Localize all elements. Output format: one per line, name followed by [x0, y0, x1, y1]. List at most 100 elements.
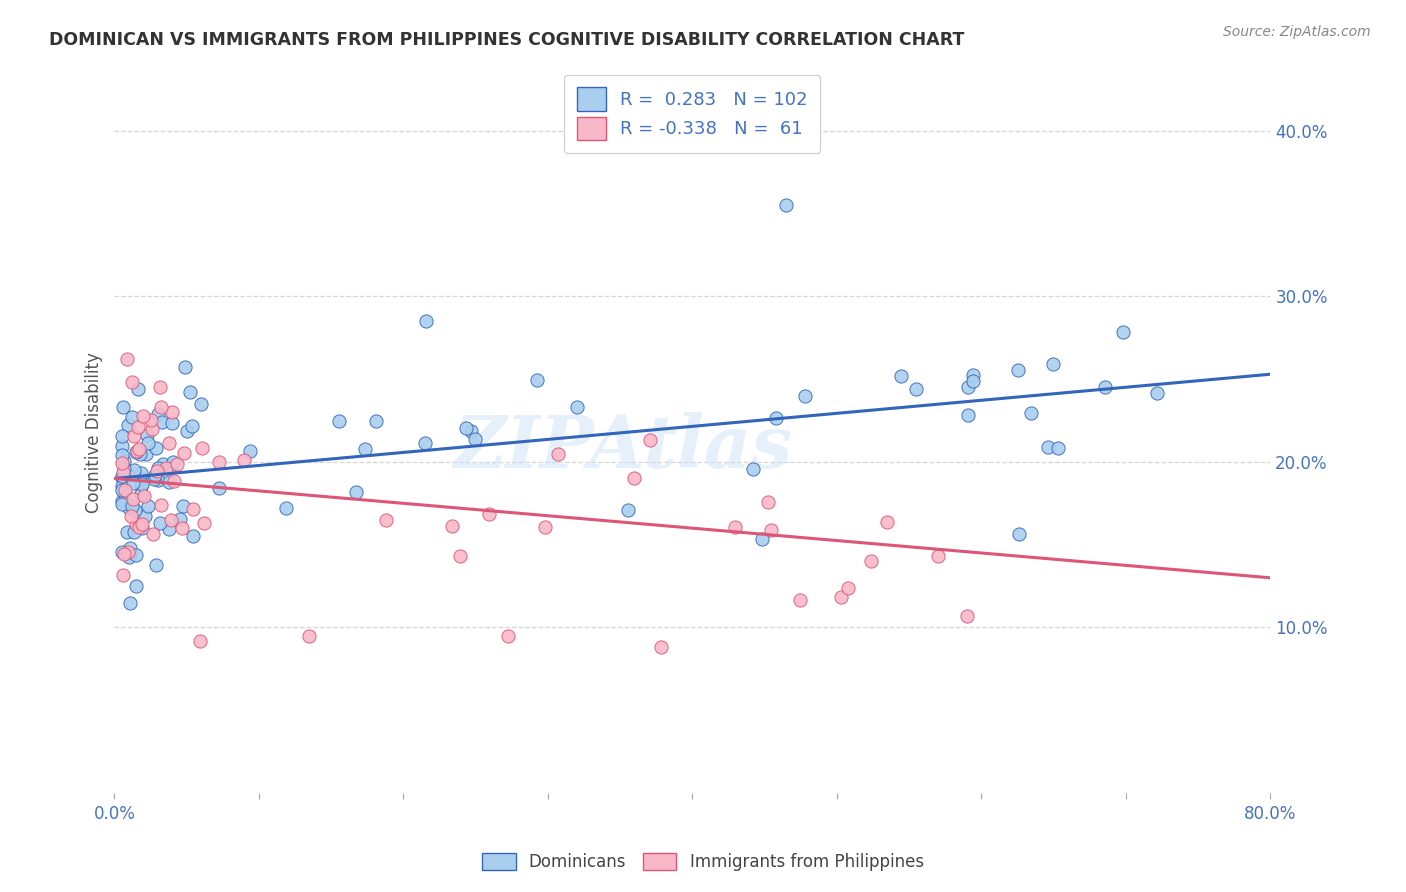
- Point: [191, 442, 214, 456]
- Point: [150, 415, 173, 429]
- Point: [1112, 326, 1135, 340]
- Point: [149, 400, 172, 414]
- Point: [173, 446, 195, 460]
- Point: [534, 520, 557, 534]
- Point: [143, 468, 166, 483]
- Point: [139, 413, 162, 427]
- Point: [125, 516, 148, 531]
- Point: [157, 522, 180, 536]
- Point: [172, 499, 194, 513]
- Point: [775, 198, 797, 212]
- Point: [159, 513, 181, 527]
- Point: [169, 512, 191, 526]
- Point: [1021, 406, 1043, 420]
- Point: [477, 507, 499, 521]
- Point: [111, 465, 134, 479]
- Point: [128, 442, 150, 456]
- Point: [756, 495, 779, 509]
- Point: [183, 502, 205, 516]
- Point: [1094, 380, 1116, 394]
- Point: [1036, 440, 1059, 454]
- Point: [751, 532, 773, 546]
- Point: [149, 516, 172, 530]
- Point: [1042, 357, 1064, 371]
- Point: [415, 314, 437, 328]
- Point: [1146, 386, 1168, 401]
- Point: [157, 435, 180, 450]
- Point: [112, 547, 135, 561]
- Point: [120, 509, 142, 524]
- Point: [131, 472, 153, 486]
- Point: [132, 489, 155, 503]
- Point: [765, 411, 787, 425]
- Point: [111, 448, 134, 462]
- Point: [650, 640, 672, 655]
- Y-axis label: Cognitive Disability: Cognitive Disability: [86, 352, 103, 514]
- Point: [112, 462, 135, 476]
- Point: [274, 501, 297, 516]
- Point: [1007, 362, 1029, 376]
- Point: [136, 436, 159, 450]
- Point: [124, 463, 146, 477]
- Point: [111, 471, 134, 485]
- Point: [638, 433, 661, 447]
- Point: [741, 462, 763, 476]
- Point: [127, 420, 149, 434]
- Point: [565, 400, 588, 414]
- Point: [111, 479, 134, 493]
- Point: [208, 455, 231, 469]
- Point: [617, 503, 640, 517]
- Point: [464, 432, 486, 446]
- Point: [148, 461, 170, 475]
- Point: [122, 428, 145, 442]
- Point: [166, 458, 188, 472]
- Point: [160, 458, 183, 473]
- Point: [148, 408, 170, 422]
- Point: [328, 414, 350, 428]
- Point: [298, 629, 321, 643]
- Point: [789, 593, 811, 607]
- Point: [118, 501, 141, 516]
- Point: [956, 408, 979, 422]
- Point: [366, 414, 388, 428]
- Point: [125, 444, 148, 458]
- Point: [162, 405, 184, 419]
- Point: [413, 436, 436, 450]
- Point: [112, 568, 135, 582]
- Point: [117, 418, 139, 433]
- Point: [125, 444, 148, 458]
- Point: [118, 468, 141, 483]
- Point: [547, 447, 569, 461]
- Point: [957, 380, 980, 394]
- Point: [121, 499, 143, 513]
- Point: [149, 379, 172, 393]
- Point: [142, 526, 165, 541]
- Point: [118, 549, 141, 564]
- Point: [724, 520, 747, 534]
- Point: [117, 545, 139, 559]
- Point: [190, 397, 212, 411]
- Point: [193, 516, 215, 530]
- Point: [163, 474, 186, 488]
- Point: [148, 473, 170, 487]
- Point: [111, 439, 134, 453]
- Point: [135, 447, 157, 461]
- Point: [115, 352, 138, 367]
- Point: [146, 464, 169, 478]
- Point: [121, 475, 143, 490]
- Point: [623, 471, 645, 485]
- Point: [124, 502, 146, 516]
- Point: [127, 382, 149, 396]
- Point: [125, 548, 148, 562]
- Point: [496, 629, 519, 643]
- Point: [131, 476, 153, 491]
- Point: [120, 596, 142, 610]
- Point: [162, 455, 184, 469]
- Point: [460, 424, 482, 438]
- Point: [152, 457, 174, 471]
- Point: [131, 478, 153, 492]
- Point: [830, 591, 852, 605]
- Point: [111, 483, 134, 497]
- Point: [927, 549, 949, 563]
- Point: [111, 429, 134, 443]
